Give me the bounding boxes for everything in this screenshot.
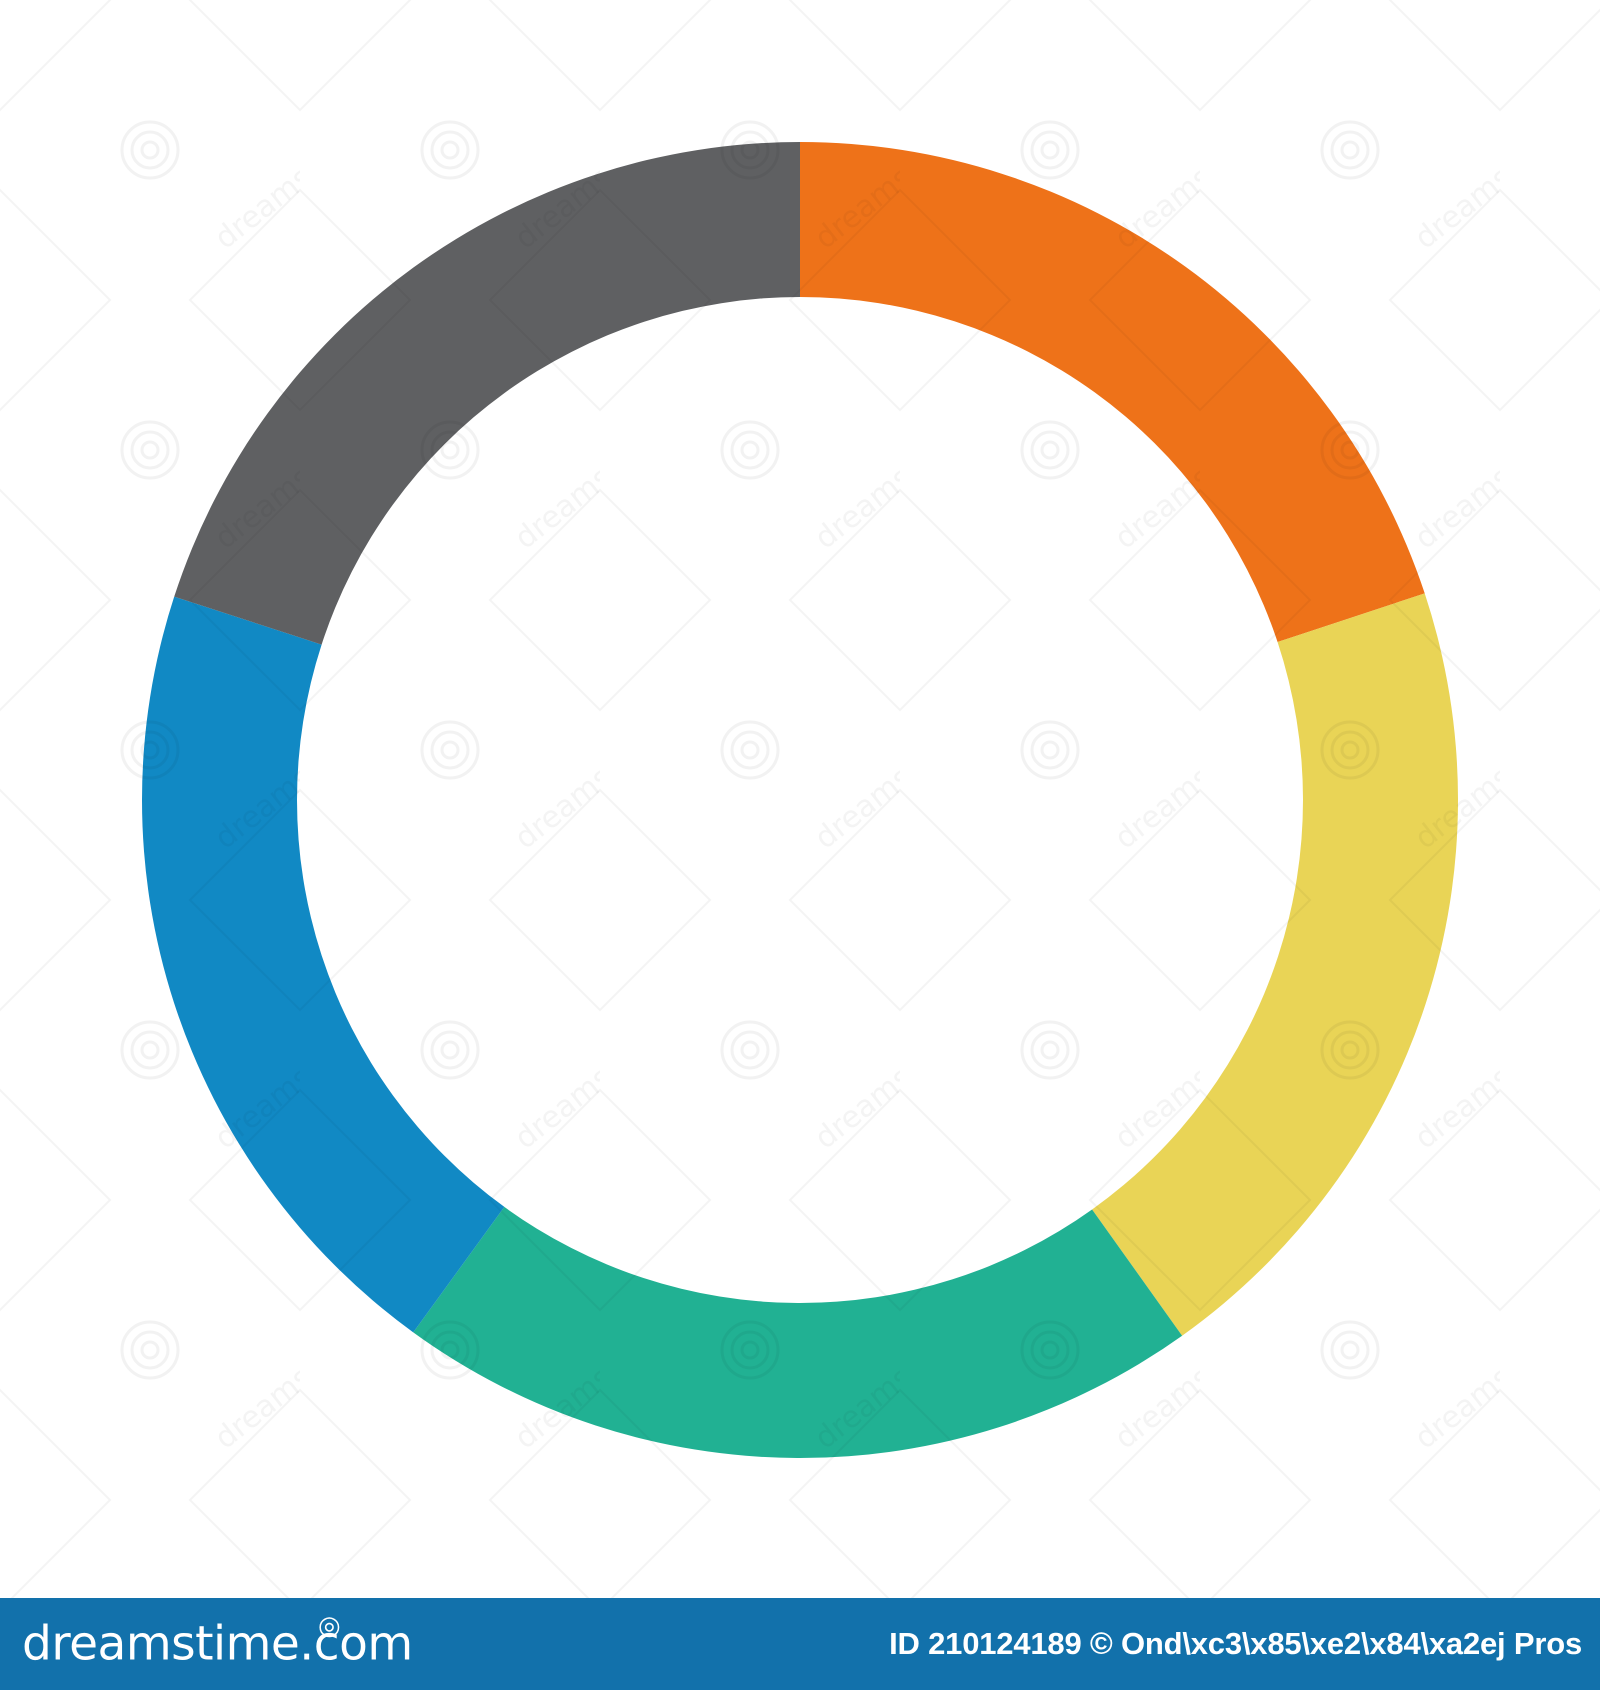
footer-bar: dreamstime.com ◎ ID 210124189 © Ond\xc3\… <box>0 1598 1600 1690</box>
registered-mark-icon: ◎ <box>318 1610 341 1640</box>
donut-chart-svg <box>142 142 1458 1459</box>
dreamstime-logo-text: dreamstime.com <box>22 1616 413 1672</box>
dreamstime-logo[interactable]: dreamstime.com <box>22 1617 413 1672</box>
donut-slice-gray <box>174 142 800 645</box>
donut-slice-yellow <box>1092 593 1458 1336</box>
donut-slice-group <box>142 142 1458 1459</box>
donut-slice-blue <box>142 596 505 1333</box>
donut-slice-teal <box>413 1206 1183 1459</box>
donut-chart <box>142 142 1458 1459</box>
donut-slice-orange <box>800 142 1425 643</box>
image-credit-text: ID 210124189 © Ond\xc3\x85\xe2\x84\xa2ej… <box>889 1626 1582 1661</box>
